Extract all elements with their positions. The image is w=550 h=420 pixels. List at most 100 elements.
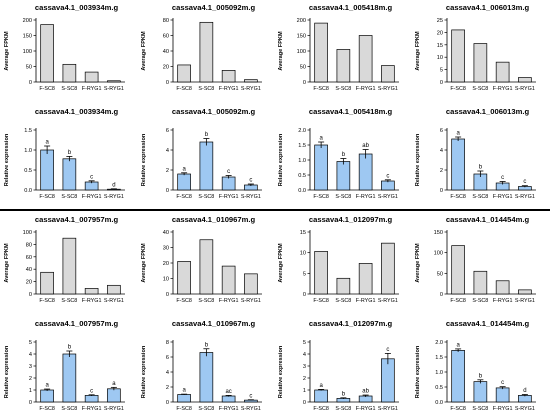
bar	[199, 141, 214, 191]
bar	[107, 388, 121, 403]
x-tick-label: S-SC8	[335, 406, 351, 412]
x-tick-label: F-RYG1	[82, 86, 102, 92]
bar	[381, 180, 395, 191]
y-tick-label: 20	[163, 261, 169, 267]
y-tick-label: 1	[303, 388, 306, 394]
x-tick-label: S-SC8	[472, 194, 488, 200]
bar	[451, 29, 465, 83]
y-tick-label: 2	[303, 376, 306, 382]
bar	[107, 80, 121, 83]
bar	[358, 153, 373, 191]
y-tick-label: 0	[166, 400, 169, 406]
significance-letter: c	[501, 175, 504, 181]
x-tick-label: S-RYG1	[378, 86, 398, 92]
significance-letter: c	[227, 169, 230, 175]
y-tick-label: 4	[440, 148, 443, 154]
x-tick-label: S-SC8	[61, 86, 77, 92]
bar	[62, 63, 77, 83]
x-tick-label: F-SC8	[176, 86, 192, 92]
bar	[336, 277, 351, 295]
x-tick-label: S-RYG1	[515, 194, 535, 200]
y-tick-label: 2.0	[298, 128, 306, 134]
y-tick-label: 2.0	[435, 340, 443, 346]
y-axis-label: Average FPKM	[141, 31, 147, 71]
y-tick-label: 1	[29, 388, 32, 394]
y-axis-label: Average FPKM	[141, 243, 147, 283]
x-tick-label: F-RYG1	[493, 86, 513, 92]
y-tick-label: 5	[303, 271, 306, 277]
x-tick-label: S-RYG1	[515, 86, 535, 92]
x-tick-label: F-SC8	[39, 86, 55, 92]
y-tick-label: 0.5	[24, 168, 32, 174]
y-tick-label: 40	[26, 267, 32, 273]
significance-letter: c	[90, 174, 93, 180]
x-tick-label: F-RYG1	[356, 406, 376, 412]
y-tick-label: 5	[440, 68, 443, 74]
bar	[495, 387, 510, 403]
y-axis-label: Average FPKM	[415, 243, 421, 283]
y-axis-label: Relative expression	[141, 133, 147, 186]
significance-letter: b	[479, 373, 483, 379]
y-tick-label: 1.0	[298, 158, 306, 164]
y-axis-label: Average FPKM	[4, 243, 10, 283]
x-tick-label: S-SC8	[61, 406, 77, 412]
x-tick-label: F-SC8	[313, 194, 329, 200]
x-tick-label: F-RYG1	[82, 406, 102, 412]
x-tick-label: F-RYG1	[493, 298, 513, 304]
x-tick-label: F-SC8	[450, 86, 466, 92]
y-tick-label: 150	[434, 230, 443, 236]
x-tick-label: F-SC8	[313, 298, 329, 304]
y-tick-label: 0	[166, 80, 169, 86]
x-tick-label: F-SC8	[176, 194, 192, 200]
y-tick-label: 6	[166, 128, 169, 134]
y-tick-label: 2	[166, 385, 169, 391]
bar	[221, 265, 236, 295]
y-tick-label: 3	[29, 364, 32, 370]
x-tick-label: S-RYG1	[104, 298, 124, 304]
bar	[336, 161, 351, 191]
y-tick-label: 0.0	[24, 188, 32, 194]
x-tick-label: S-SC8	[335, 298, 351, 304]
x-tick-label: F-RYG1	[493, 406, 513, 412]
x-tick-label: S-SC8	[472, 406, 488, 412]
x-tick-label: S-SC8	[61, 298, 77, 304]
bar	[62, 237, 77, 295]
y-tick-label: 2	[166, 168, 169, 174]
y-tick-label: 15	[300, 230, 306, 236]
significance-letter: c	[501, 380, 504, 386]
y-tick-label: 1.5	[298, 143, 306, 149]
x-tick-label: F-RYG1	[219, 406, 239, 412]
y-axis-label: Relative expression	[4, 345, 10, 398]
y-tick-label: 1.0	[24, 148, 32, 154]
y-axis-label: Relative expression	[415, 345, 421, 398]
x-tick-label: F-SC8	[176, 298, 192, 304]
y-tick-label: 2	[440, 168, 443, 174]
y-tick-label: 4	[166, 148, 169, 154]
y-tick-label: 0.0	[435, 400, 443, 406]
chart-panel-4: cassava4.1_006013m.g Average FPKM 0 5 10 15 20…	[415, 3, 536, 92]
chart-title: cassava4.1_007957m.g	[35, 319, 119, 328]
bar	[358, 263, 373, 295]
y-tick-label: 100	[434, 251, 443, 257]
y-axis-label: Relative expression	[4, 133, 10, 186]
y-tick-label: 100	[23, 49, 32, 55]
bar	[40, 24, 54, 83]
x-tick-label: F-RYG1	[356, 86, 376, 92]
y-axis-label: Average FPKM	[415, 31, 421, 71]
y-tick-label: 0.0	[298, 188, 306, 194]
y-tick-label: 4	[166, 370, 169, 376]
x-tick-label: S-SC8	[472, 298, 488, 304]
y-tick-label: 0	[440, 80, 443, 86]
x-tick-label: F-SC8	[313, 86, 329, 92]
bar	[495, 280, 510, 295]
y-tick-label: 80	[163, 18, 169, 24]
y-tick-label: 50	[437, 271, 443, 277]
x-tick-label: F-RYG1	[219, 194, 239, 200]
y-tick-label: 0.5	[435, 385, 443, 391]
x-tick-label: S-RYG1	[104, 406, 124, 412]
x-tick-label: S-SC8	[61, 194, 77, 200]
y-tick-label: 30	[163, 246, 169, 252]
x-tick-label: F-SC8	[176, 406, 192, 412]
